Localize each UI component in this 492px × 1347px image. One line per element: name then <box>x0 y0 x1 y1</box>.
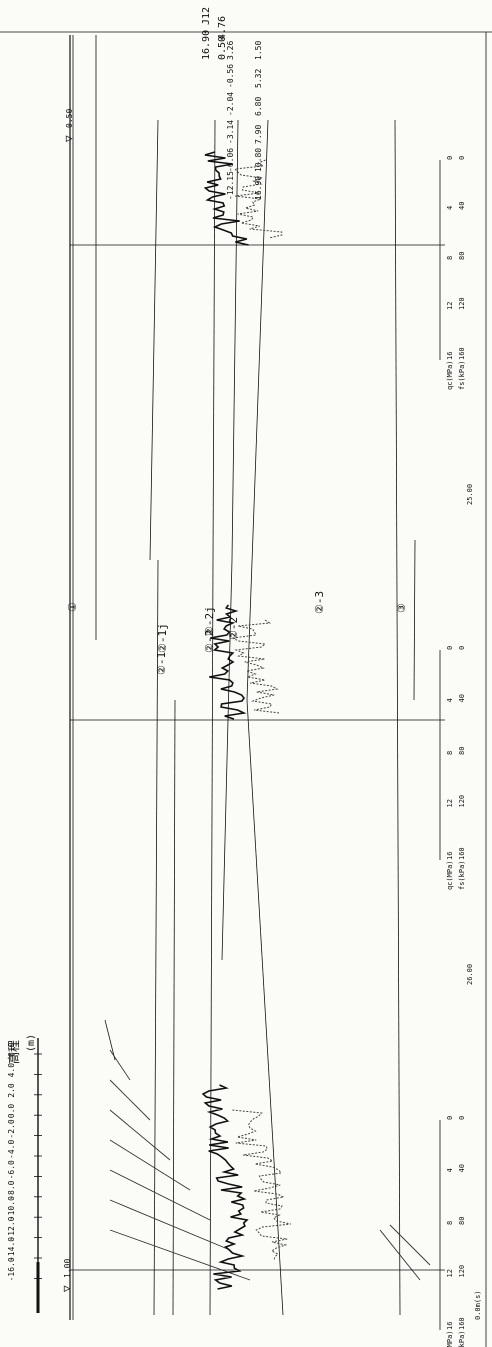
fs-trace-j12 <box>233 159 283 239</box>
elevation-axis-title: 高程 <box>6 1040 21 1064</box>
fs-tick-label: 80 <box>458 252 466 260</box>
water-depth-label: 1.00 <box>63 1259 72 1278</box>
layer-elevation-label: -12.15 <box>226 171 235 200</box>
fs-tick-label: 120 <box>458 297 466 310</box>
qc-tick-label: 4 <box>446 206 454 210</box>
qc-tick-label: 8 <box>446 256 454 260</box>
stratum-label: ① <box>66 602 79 612</box>
qc-tick-label: 12 <box>446 302 454 310</box>
fs-trace-j10 <box>232 1109 291 1261</box>
elevation-tick-label: -4.0 <box>7 1140 16 1159</box>
fs-tick-label: 40 <box>458 202 466 210</box>
hatch-zone <box>104 1019 431 1281</box>
borehole-elevation: 4.76 <box>217 16 228 40</box>
layer-depth-label: 6.80 <box>254 97 263 116</box>
fs-axis-label: fs(kPa) <box>458 1330 466 1347</box>
fs-tick-label: 40 <box>458 1164 466 1172</box>
layer-elevation-label: -3.14 <box>226 120 235 144</box>
qc-trace-j10 <box>201 1084 249 1290</box>
layer-elevation-label: -0.56 <box>226 64 235 88</box>
elevation-tick-label: 2.0 <box>7 1083 16 1098</box>
stratum-label: ③ <box>395 603 408 613</box>
fs-tick-label: 40 <box>458 694 466 702</box>
stratum-label: ②-1j <box>156 623 169 653</box>
fs-tick-label: 0 <box>458 156 466 160</box>
qc-tick-label: 12 <box>446 1269 454 1277</box>
elevation-tick-label: -8.0 <box>7 1180 16 1199</box>
borehole-columns <box>70 244 445 1271</box>
qc-axis-label: qc(MPa) <box>446 860 454 890</box>
layer-depth-label: 7.90 <box>254 125 263 144</box>
stratum-label: ②-1 <box>155 652 168 675</box>
layer-depth-label: 10.80 <box>254 148 263 172</box>
qc-tick-label: 4 <box>446 1168 454 1172</box>
qc-axis-label: qc(MPa) <box>446 360 454 390</box>
layer-elevation-label: -2.04 <box>226 92 235 116</box>
fs-tick-label: 160 <box>458 847 466 860</box>
fs-tick-label: 160 <box>458 1317 466 1330</box>
elevation-tick-label: 4.0 <box>7 1063 16 1078</box>
layer-depth-label: 1.50 <box>254 41 263 60</box>
fs-tick-label: 0 <box>458 646 466 650</box>
elevation-tick-label: -10.0 <box>7 1196 16 1220</box>
qc-tick-label: 4 <box>446 698 454 702</box>
fs-tick-label: 120 <box>458 795 466 808</box>
elevation-tick-label: -14.0 <box>7 1237 16 1261</box>
qc-tick-label: 16 <box>446 1322 454 1330</box>
strata-labels: ①②-1②-1j ②-2②-2j ②-2②-3 ③ <box>66 591 408 675</box>
stratum-label: ②-2j <box>203 606 216 636</box>
elevation-axis-unit: (m) <box>26 1034 37 1052</box>
elevation-tick-label: -16.0 <box>7 1257 16 1281</box>
layer-depth-label: 16.90 <box>254 176 263 200</box>
qc-tick-label: 0 <box>446 1116 454 1120</box>
borehole-id: J12 <box>201 7 212 25</box>
qc-tick-label: 8 <box>446 751 454 755</box>
fs-tick-label: 0 <box>458 1116 466 1120</box>
qc-tick-label: 12 <box>446 799 454 807</box>
fs-tick-label: 160 <box>458 347 466 360</box>
layer-elevation-label: -6.06 <box>226 148 235 172</box>
elevation-tick-label: 0.0 <box>7 1104 16 1119</box>
spacing-label: 25.00 <box>466 484 474 505</box>
elevation-tick-label: 6.0 <box>7 1042 16 1057</box>
elevation-tick-label: -6.0 <box>7 1160 16 1179</box>
stratum-label: ②-3 <box>313 591 326 614</box>
water-level-marker: ▽ <box>60 1285 73 1292</box>
elevation-tick-label: -2.0 <box>7 1119 16 1138</box>
water-level-marker: ▽ <box>62 135 75 142</box>
elevation-tick-label: -12.0 <box>7 1216 16 1240</box>
water-depth-label: 0.50 <box>65 109 74 128</box>
stratum-label: ②-2 <box>203 630 216 653</box>
borehole-depth: 16.90 <box>201 30 212 60</box>
qc-tick-label: 0 <box>446 646 454 650</box>
qc-trace-j11 <box>209 604 247 720</box>
layer-elevation-label: 3.26 <box>226 41 235 60</box>
scale-label: 0.0m(s) <box>474 1290 482 1320</box>
qc-trace-j12 <box>203 151 249 246</box>
layer-depth-label: 5.32 <box>254 69 263 88</box>
fs-axis-label: fs(kPa) <box>458 360 466 390</box>
qc-tick-label: 0 <box>446 156 454 160</box>
fs-axis-label: fs(kPa) <box>458 860 466 890</box>
stratum-boundary-lines <box>69 35 416 1320</box>
fs-tick-label: 80 <box>458 747 466 755</box>
spacing-label: 26.00 <box>466 964 474 985</box>
qc-tick-label: 16 <box>446 352 454 360</box>
qc-axis-label: qc(MPa) <box>446 1330 454 1347</box>
fs-trace-j11 <box>231 619 280 714</box>
qc-tick-label: 8 <box>446 1221 454 1225</box>
borehole-water: 0.50 <box>217 36 228 60</box>
fs-tick-label: 80 <box>458 1217 466 1225</box>
qc-tick-label: 16 <box>446 852 454 860</box>
fs-tick-label: 120 <box>458 1265 466 1278</box>
stratum-label: ②-2 <box>227 617 240 640</box>
elevation-scale: 高程 (m) <box>6 1034 40 1313</box>
